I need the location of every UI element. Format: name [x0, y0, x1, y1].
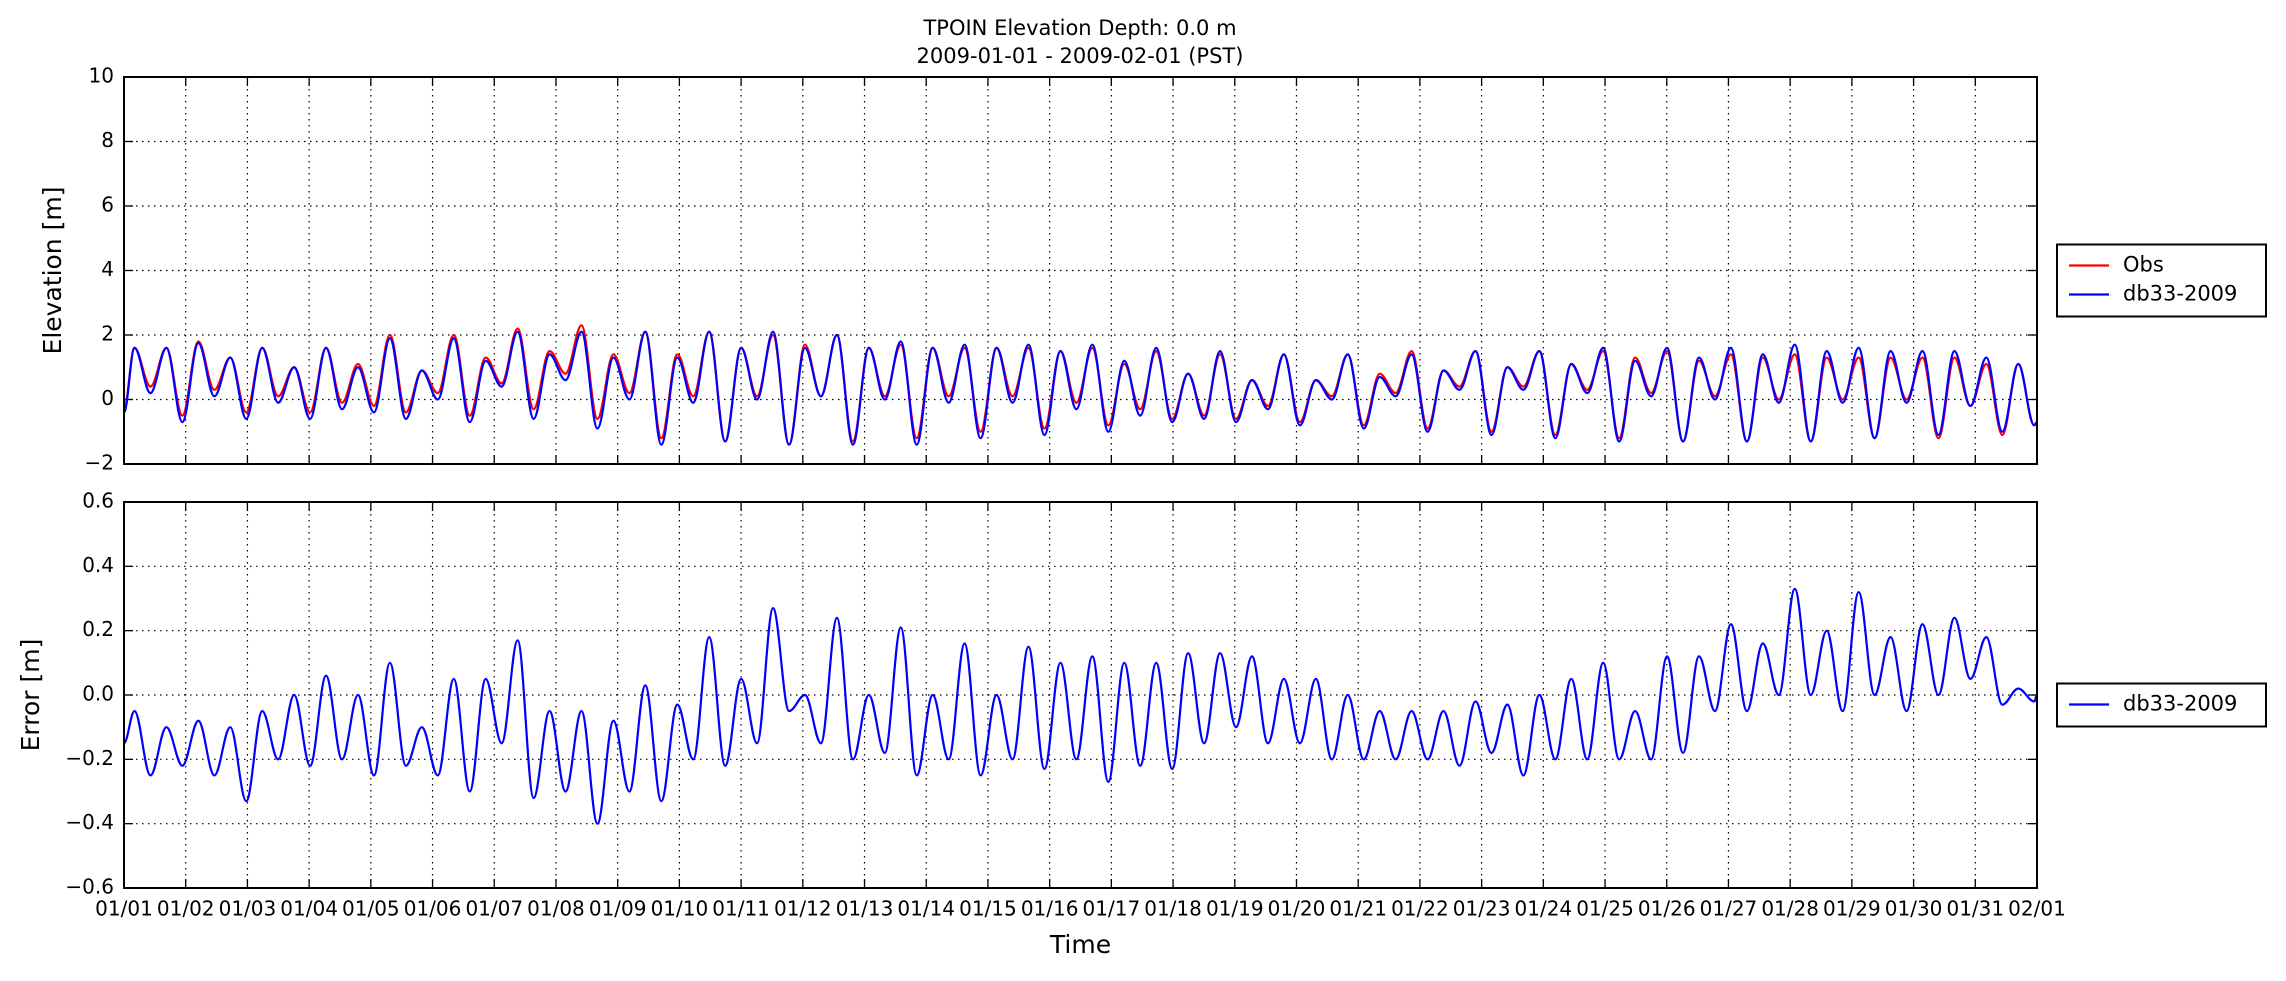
- y-axis-label: Elevation [m]: [38, 187, 67, 355]
- legend-label: db33-2009: [2123, 692, 2237, 716]
- chart-subtitle: 2009-01-01 - 2009-02-01 (PST): [917, 44, 1244, 68]
- x-tick-label: 01/18: [1144, 897, 1202, 921]
- x-tick-label: 01/24: [1515, 897, 1573, 921]
- x-tick-label: 01/10: [651, 897, 709, 921]
- y-tick-label: −2: [85, 451, 114, 475]
- y-tick-label: 0.6: [82, 489, 114, 513]
- y-tick-label: 10: [89, 64, 114, 88]
- y-tick-label: 0: [101, 386, 114, 410]
- x-tick-label: 01/02: [157, 897, 215, 921]
- y-tick-label: −0.6: [65, 875, 114, 899]
- x-tick-label: 02/01: [2008, 897, 2066, 921]
- x-tick-label: 01/14: [897, 897, 955, 921]
- legend-label: Obs: [2123, 253, 2164, 277]
- x-tick-label: 01/04: [280, 897, 338, 921]
- x-tick-label: 01/07: [465, 897, 523, 921]
- series-line: [124, 330, 2037, 446]
- y-tick-label: 2: [101, 322, 114, 346]
- x-tick-label: 01/01: [95, 897, 153, 921]
- x-tick-label: 01/12: [774, 897, 832, 921]
- y-tick-label: 4: [101, 257, 114, 281]
- x-tick-label: 01/27: [1700, 897, 1758, 921]
- x-tick-label: 01/25: [1576, 897, 1634, 921]
- x-tick-label: 01/31: [1946, 897, 2004, 921]
- plot-frame: [123, 76, 2038, 465]
- x-tick-label: 01/16: [1021, 897, 1079, 921]
- x-tick-label: 01/06: [404, 897, 462, 921]
- x-tick-label: 01/11: [712, 897, 770, 921]
- plot-lines: [124, 324, 2037, 446]
- y-tick-label: 8: [101, 128, 114, 152]
- legend-label: db33-2009: [2123, 282, 2237, 306]
- x-tick-label: 01/13: [836, 897, 894, 921]
- x-tick-label: 01/17: [1083, 897, 1141, 921]
- x-tick-label: 01/28: [1761, 897, 1819, 921]
- x-tick-label: 01/15: [959, 897, 1017, 921]
- x-tick-label: 01/03: [219, 897, 277, 921]
- y-axis-label: Error [m]: [16, 639, 45, 752]
- series-line: [124, 324, 2037, 446]
- plot-lines: [124, 587, 2037, 825]
- x-tick-label: 01/21: [1329, 897, 1387, 921]
- x-tick-label: 01/23: [1453, 897, 1511, 921]
- y-tick-label: 0.0: [82, 682, 114, 706]
- y-tick-label: 0.4: [82, 553, 114, 577]
- y-tick-label: −0.2: [65, 746, 114, 770]
- x-tick-label: 01/30: [1885, 897, 1943, 921]
- x-tick-label: 01/05: [342, 897, 400, 921]
- x-tick-label: 01/08: [527, 897, 585, 921]
- x-tick-label: 01/09: [589, 897, 647, 921]
- plot-frame: [123, 501, 2038, 889]
- series-line: [124, 587, 2037, 825]
- y-tick-label: 0.2: [82, 617, 114, 641]
- y-tick-label: −0.4: [65, 810, 114, 834]
- y-tick-label: 6: [101, 193, 114, 217]
- x-tick-label: 01/29: [1823, 897, 1881, 921]
- x-tick-label: 01/22: [1391, 897, 1449, 921]
- x-tick-label: 01/20: [1268, 897, 1326, 921]
- legend-box: [2056, 243, 2267, 318]
- chart-title: TPOIN Elevation Depth: 0.0 m: [922, 16, 1236, 40]
- x-tick-label: 01/19: [1206, 897, 1264, 921]
- x-axis-label: Time: [1049, 930, 1111, 959]
- x-tick-label: 01/26: [1638, 897, 1696, 921]
